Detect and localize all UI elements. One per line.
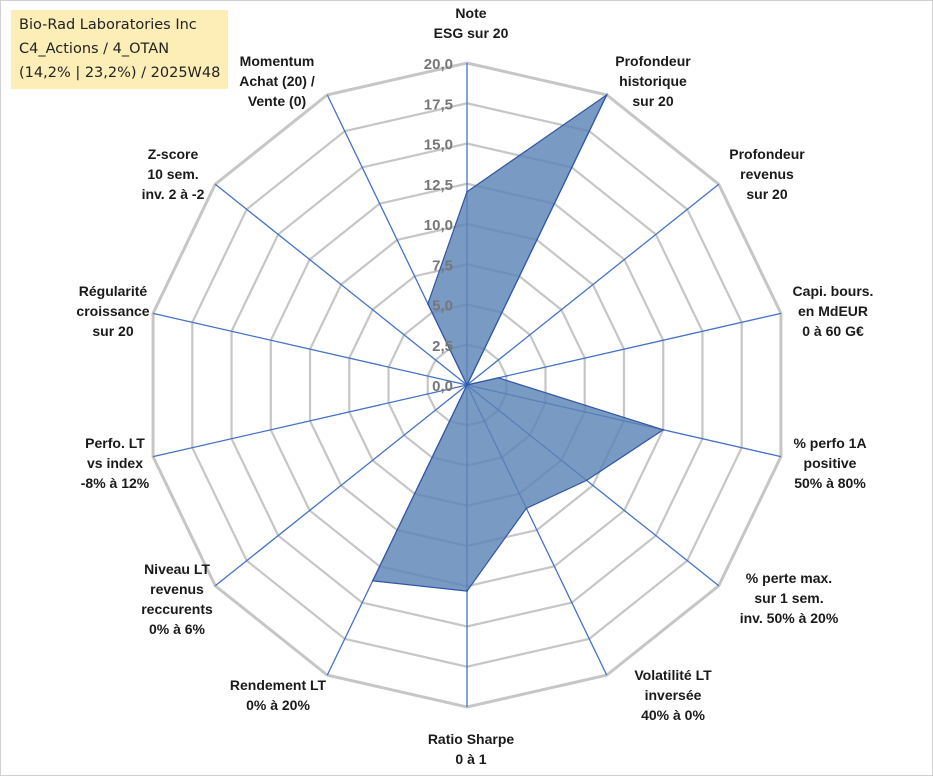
axis-label-13-line-2: Vente (0) [247, 93, 307, 109]
axis-label-12-line-0: Z-score [147, 146, 199, 162]
axis-label-6: Volatilité LT inversée 40% à 0% [634, 665, 711, 725]
axis-label-10-line-2: -8% à 12% [80, 475, 150, 491]
data-point-4 [662, 428, 665, 431]
axis-label-11-line-0: Régularité [78, 283, 148, 299]
axis-label-10: Perfo. LT vs index -8% à 12% [81, 433, 149, 493]
axis-label-5-line-0: % perte max. [745, 570, 833, 586]
axis-label-7-line-1: 0 à 1 [455, 751, 487, 767]
axis-label-2-line-0: Profondeur [729, 146, 805, 162]
tick-label-1: 2,5 [432, 338, 453, 355]
tick-label-5: 12,5 [424, 177, 453, 194]
axis-label-0-line-1: ESG sur 20 [433, 25, 509, 41]
data-point-0 [466, 191, 468, 193]
axis-label-7-line-0: Ratio Sharpe [427, 731, 515, 747]
axis-label-9-line-2: reccurents [141, 601, 213, 617]
axis-label-3: Capi. bours. en MdEUR 0 à 60 G€ [793, 281, 874, 341]
axis-label-9: Niveau LT revenus reccurents 0% à 6% [141, 559, 213, 639]
tick-label-6: 15,0 [424, 137, 453, 154]
axis-label-5-line-2: inv. 50% à 20% [739, 610, 839, 626]
axis-label-9-line-0: Niveau LT [144, 561, 210, 577]
axis-label-5-line-1: sur 1 sem. [754, 590, 824, 606]
spoke-12 [214, 183, 468, 386]
axis-label-8-line-0: Rendement LT [229, 677, 327, 693]
data-point-8 [371, 580, 374, 582]
axis-label-1: Profondeur historique sur 20 [615, 51, 690, 111]
spoke-2 [466, 183, 720, 386]
tick-label-3: 7,5 [432, 257, 453, 274]
axis-label-4-line-0: % perfo 1A [793, 435, 867, 451]
tick-label-4: 10,0 [424, 217, 453, 234]
data-point-13 [427, 302, 429, 305]
chart-title-box: Bio-Rad Laboratories Inc C4_Actions / 4_… [11, 10, 229, 89]
axis-label-9-line-3: 0% à 6% [148, 621, 206, 637]
axis-label-3-line-1: en MdEUR [798, 303, 868, 319]
axis-label-13: Momentum Achat (20) / Vente (0) [239, 51, 314, 111]
axis-label-13-line-1: Achat (20) / [239, 73, 315, 89]
axis-label-10-line-1: vs index [86, 455, 144, 471]
data-point-1 [605, 94, 608, 96]
axis-label-8: Rendement LT 0% à 20% [230, 675, 326, 715]
axis-label-3-line-0: Capi. bours. [792, 283, 874, 299]
axis-label-2: Profondeur revenus sur 20 [729, 144, 804, 204]
axis-label-4-line-1: positive [803, 455, 857, 471]
chart-title-category: C4_Actions / 4_OTAN [19, 41, 170, 57]
tick-label-2: 5,0 [432, 298, 453, 315]
spoke-10 [152, 384, 468, 458]
series-layer [371, 93, 665, 592]
axis-label-3-line-2: 0 à 60 G€ [802, 323, 864, 339]
axis-label-11-line-1: croissance [76, 303, 150, 319]
chart-title-company: Bio-Rad Laboratories Inc [19, 17, 197, 33]
axis-label-5: % perte max. sur 1 sem. inv. 50% à 20% [740, 568, 839, 628]
spoke-9 [214, 384, 468, 587]
data-point-6 [525, 507, 528, 510]
axis-label-9-line-1: revenus [150, 581, 204, 597]
axis-label-1-line-0: Profondeur [615, 53, 691, 69]
axis-label-6-line-0: Volatilité LT [634, 667, 712, 683]
chart-title-stats: (14,2% | 23,2%) / 2025W48 [19, 65, 221, 81]
series-area-0 [371, 93, 665, 592]
axis-label-12-line-1: 10 sem. [147, 166, 199, 182]
data-point-5 [585, 479, 588, 482]
axis-label-12-line-2: inv. 2 à -2 [141, 186, 205, 202]
data-point-12 [466, 384, 468, 386]
tick-label-8: 20,0 [424, 56, 453, 73]
tick-label-0: 0,0 [432, 378, 453, 395]
axis-label-4-line-2: 50% à 80% [794, 475, 866, 491]
axis-label-7: Ratio Sharpe 0 à 1 [428, 729, 514, 769]
data-point-7 [466, 590, 468, 592]
axis-label-1-line-2: sur 20 [632, 93, 674, 109]
tick-label-7: 17,5 [424, 96, 453, 113]
axis-label-11: Régularité croissance sur 20 [76, 281, 149, 341]
tick-layer: 0,0 2,5 5,0 7,5 10,0 12,5 15,0 17,5 20,0 [424, 56, 453, 395]
axis-label-13-line-0: Momentum [239, 53, 315, 69]
data-point-3 [497, 377, 500, 379]
axis-label-10-line-0: Perfo. LT [85, 435, 145, 451]
axis-label-6-line-1: inversée [644, 687, 702, 703]
axis-label-12: Z-score 10 sem. inv. 2 à -2 [142, 144, 205, 204]
axis-label-11-line-2: sur 20 [92, 323, 134, 339]
axis-label-6-line-2: 40% à 0% [641, 707, 705, 723]
axis-label-0-line-0: Note [455, 5, 487, 21]
axis-label-1-line-1: historique [619, 73, 687, 89]
axis-label-2-line-1: revenus [740, 166, 794, 182]
spoke-3 [466, 312, 782, 386]
axis-label-8-line-1: 0% à 20% [246, 697, 310, 713]
spoke-11 [152, 312, 468, 386]
axis-label-0: Note ESG sur 20 [434, 3, 509, 43]
axis-label-4: % perfo 1A positive 50% à 80% [793, 433, 866, 493]
axis-label-2-line-2: sur 20 [746, 186, 788, 202]
